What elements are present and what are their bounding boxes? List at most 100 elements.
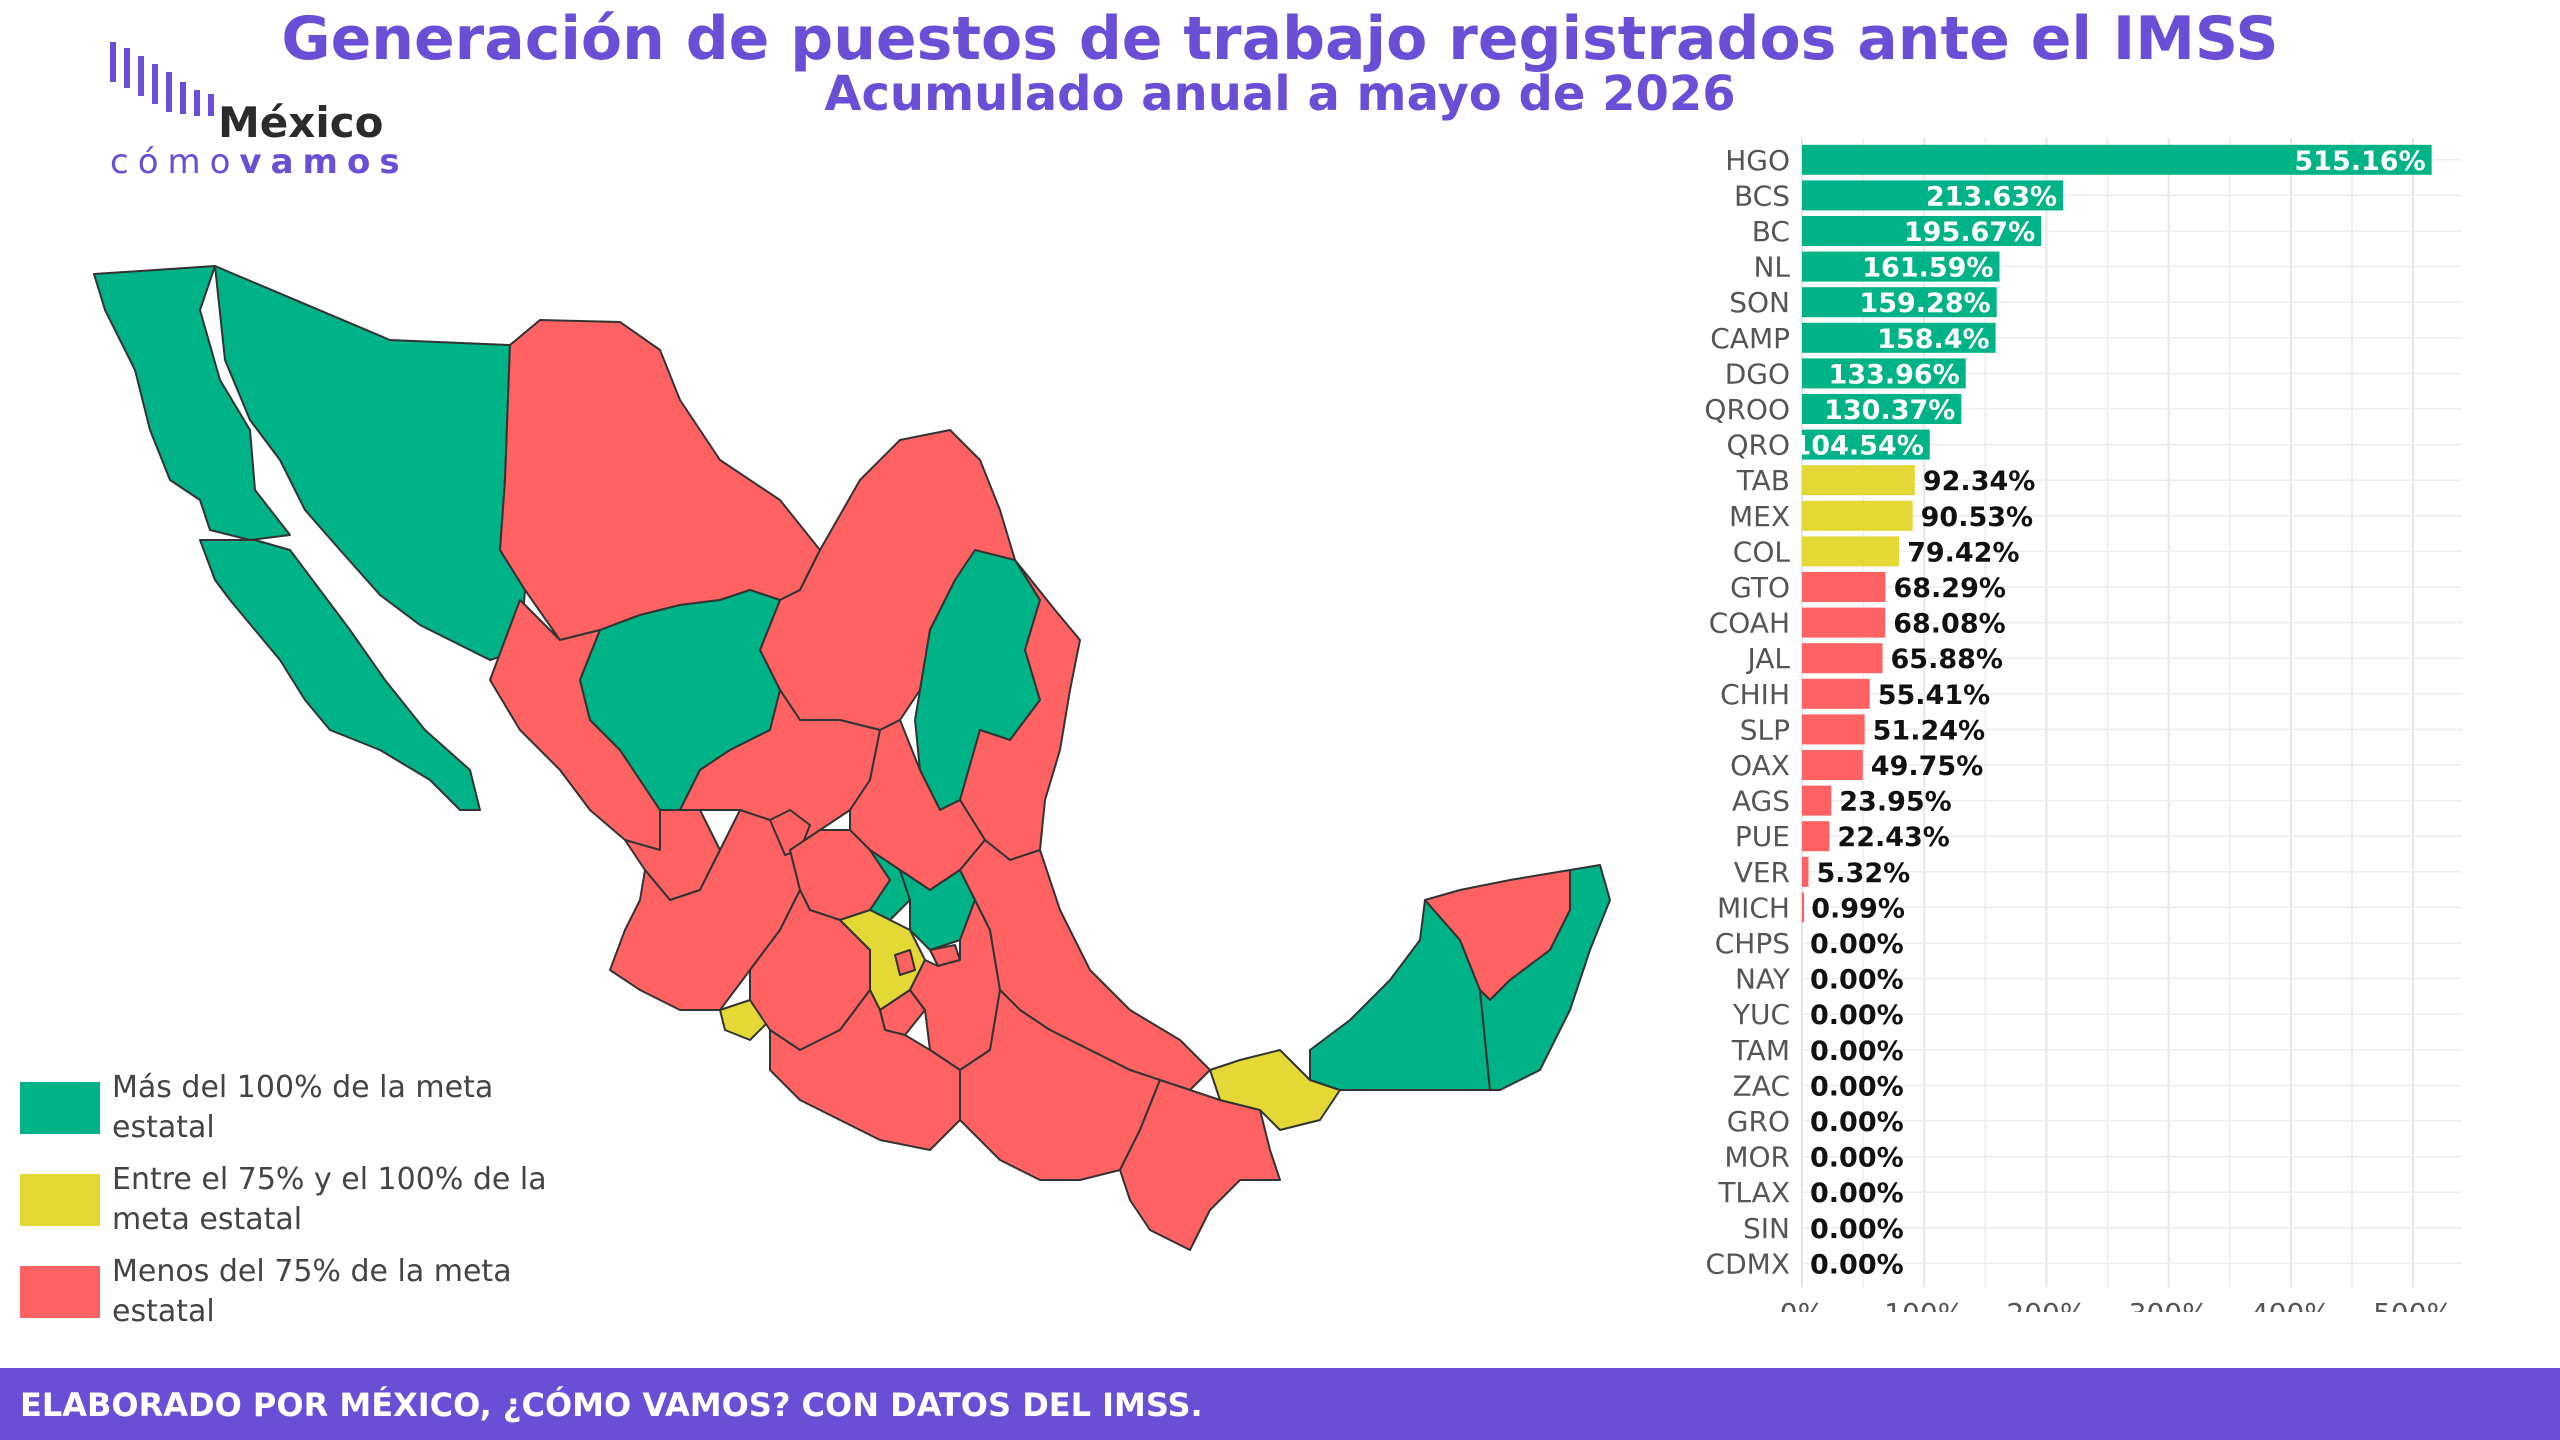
category-label: COAH xyxy=(1709,607,1790,640)
mexico-como-vamos-logo: México cómovamos xyxy=(108,42,408,182)
category-label: SON xyxy=(1729,286,1790,319)
legend-swatch-yellow xyxy=(20,1174,100,1226)
footer-credit: ELABORADO POR MÉXICO, ¿CÓMO VAMOS? CON D… xyxy=(20,1386,1203,1424)
bar xyxy=(1802,572,1886,602)
data-label: 5.32% xyxy=(1817,858,1911,889)
bar xyxy=(1802,216,2042,246)
logo-tagline: cómovamos xyxy=(110,142,409,182)
data-label: 0.00% xyxy=(1810,1071,1904,1102)
bar xyxy=(1802,714,1865,745)
logo-tag-bold: vamos xyxy=(239,142,409,182)
bar xyxy=(1802,536,1900,567)
map-state-cdmx xyxy=(894,949,916,976)
category-label: BCS xyxy=(1734,179,1790,212)
category-label: SLP xyxy=(1740,713,1790,746)
data-label: 130.37% xyxy=(1824,395,1955,426)
chart-subtitle: Acumulado anual a mayo de 2026 xyxy=(824,66,1736,122)
category-label: VER xyxy=(1734,856,1790,889)
bar xyxy=(1802,180,2064,211)
category-label: YUC xyxy=(1732,998,1790,1031)
category-label: TAM xyxy=(1731,1034,1790,1067)
category-label: MEX xyxy=(1729,500,1790,533)
legend-item-green: Más del 100% de la meta estatal xyxy=(20,1068,580,1148)
bar xyxy=(1802,394,1962,424)
legend-label: Menos del 75% de la meta estatal xyxy=(112,1254,512,1329)
bar xyxy=(1802,429,1930,460)
legend-swatch-green xyxy=(20,1082,100,1134)
legend-label: Más del 100% de la meta estatal xyxy=(112,1070,494,1145)
category-label: BC xyxy=(1752,215,1790,248)
x-tick-label: 500% xyxy=(2373,1297,2453,1312)
legend-swatch-red xyxy=(20,1266,100,1318)
bar xyxy=(1802,856,1809,887)
footer-bar: ELABORADO POR MÉXICO, ¿CÓMO VAMOS? CON D… xyxy=(0,1368,2560,1440)
data-label: 0.00% xyxy=(1810,1214,1904,1245)
x-tick-label: 100% xyxy=(1884,1297,1964,1312)
category-label: GRO xyxy=(1727,1105,1790,1138)
category-label: MICH xyxy=(1717,891,1790,924)
legend-item-yellow: Entre el 75% y el 100% de la meta estata… xyxy=(20,1160,580,1240)
x-tick-label: 300% xyxy=(2129,1297,2209,1312)
map-state-chih xyxy=(499,319,821,641)
logo-tag-light: cómo xyxy=(110,142,240,182)
category-label: MOR xyxy=(1724,1141,1790,1174)
map-state-qroo xyxy=(1479,864,1611,1091)
map-state-tab xyxy=(1209,1049,1341,1131)
category-label: CHPS xyxy=(1715,927,1790,960)
data-label: 104.54% xyxy=(1793,431,1924,462)
data-label: 79.42% xyxy=(1907,537,2019,568)
category-label: QRO xyxy=(1726,429,1790,462)
category-label: CAMP xyxy=(1710,322,1790,355)
data-label: 68.29% xyxy=(1893,573,2005,604)
data-label: 23.95% xyxy=(1839,787,1951,818)
bar xyxy=(1802,607,1886,638)
data-label: 92.34% xyxy=(1923,466,2035,497)
data-label: 0.00% xyxy=(1810,1143,1904,1174)
category-label: TAB xyxy=(1736,464,1790,497)
legend: Más del 100% de la meta estatal Entre el… xyxy=(20,1068,580,1344)
bar xyxy=(1802,287,1997,318)
logo-bars-icon xyxy=(110,42,214,116)
bar xyxy=(1802,892,1804,923)
data-label: 0.00% xyxy=(1810,965,1904,996)
bar xyxy=(1802,678,1870,709)
logo-name: México xyxy=(218,98,384,147)
data-label: 55.41% xyxy=(1878,680,1990,711)
data-label: 0.00% xyxy=(1810,1000,1904,1031)
category-label: CDMX xyxy=(1706,1247,1790,1280)
data-label: 195.67% xyxy=(1904,217,2035,248)
bar xyxy=(1802,144,2432,175)
legend-label: Entre el 75% y el 100% de la meta estata… xyxy=(112,1162,547,1237)
data-label: 22.43% xyxy=(1837,822,1949,853)
data-label: 0.00% xyxy=(1810,1178,1904,1209)
bar xyxy=(1802,358,1966,389)
data-label: 0.00% xyxy=(1810,1107,1904,1138)
bar xyxy=(1802,821,1830,852)
bar xyxy=(1802,750,1863,780)
bar xyxy=(1802,251,2000,282)
x-tick-label: 0% xyxy=(1780,1297,1824,1312)
category-label: OAX xyxy=(1730,749,1790,782)
category-label: TLAX xyxy=(1717,1176,1790,1209)
data-label: 158.4% xyxy=(1877,324,1989,355)
bar-chart: HGO 515.16% BCS 213.63% BC 195.67% NL 161.59% SO… xyxy=(1704,138,2462,1312)
category-label: HGO xyxy=(1725,144,1790,177)
x-tick-label: 400% xyxy=(2251,1297,2331,1312)
bar xyxy=(1802,643,1883,674)
category-label: COL xyxy=(1733,535,1791,568)
category-label: SIN xyxy=(1743,1212,1790,1245)
x-tick-label: 200% xyxy=(2006,1297,2086,1312)
legend-item-red: Menos del 75% de la meta estatal xyxy=(20,1252,580,1332)
data-label: 65.88% xyxy=(1891,644,2003,675)
category-label: NL xyxy=(1753,251,1790,284)
data-label: 0.99% xyxy=(1811,893,1905,924)
bar xyxy=(1802,500,1913,531)
data-label: 0.00% xyxy=(1810,1249,1904,1280)
bar xyxy=(1802,785,1832,816)
category-label: CHIH xyxy=(1720,678,1790,711)
category-label: GTO xyxy=(1730,571,1790,604)
category-label: ZAC xyxy=(1733,1069,1790,1102)
bar xyxy=(1802,322,1996,353)
category-label: AGS xyxy=(1732,785,1790,818)
data-label: 49.75% xyxy=(1871,751,1983,782)
